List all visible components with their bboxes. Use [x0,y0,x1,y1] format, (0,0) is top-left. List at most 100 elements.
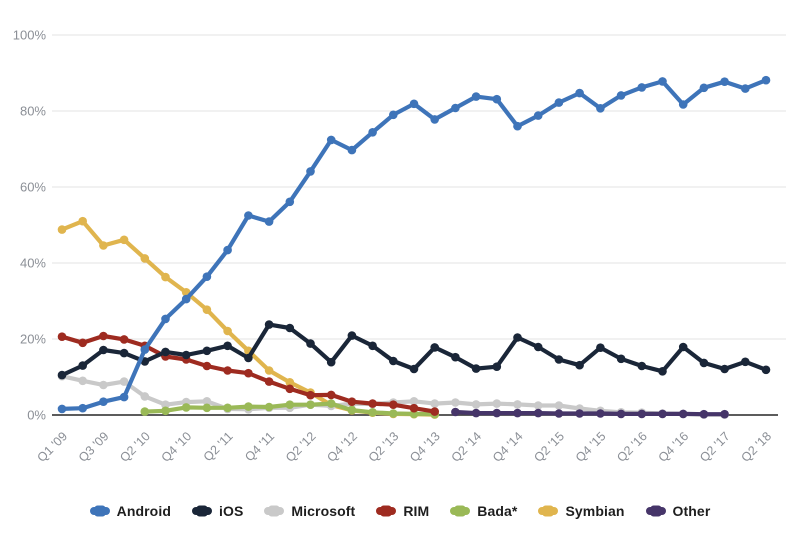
series-point-ios [161,347,170,357]
series-point-android [140,345,150,354]
series-point-android [244,211,253,220]
legend-item-bada: Bada* [450,503,517,519]
series-point-ios [181,350,191,360]
series-point-ios [616,354,626,364]
series-point-ios [471,364,481,373]
x-tick-label: Q2 '11 [201,429,236,464]
legend-label-other: Other [672,503,711,519]
x-tick-label: Q4 '15 [573,429,609,465]
legend-marker-symbian [538,507,559,515]
series-point-ios [513,333,522,342]
series-point-ios [409,364,419,374]
series-point-android [57,404,67,414]
legend-label-android: Android [116,503,171,519]
legend-marker-ios [191,507,212,515]
series-point-symbian [161,272,170,282]
series-point-other [513,408,522,418]
series-point-symbian [99,241,108,250]
series-point-microsoft [430,399,440,408]
series-point-microsoft [161,400,170,410]
series-point-ios [285,323,295,333]
series-point-rim [326,390,336,400]
x-tick-label: Q2 '17 [697,429,733,465]
series-point-bada [264,402,274,412]
series-point-symbian [264,366,274,375]
series-point-ios [347,331,357,340]
series-point-ios [596,343,605,353]
x-tick-label: Q2 '18 [738,429,774,465]
series-point-android [492,94,502,104]
series-point-rim [57,332,67,342]
series-point-bada [140,407,150,416]
series-point-android [409,99,419,109]
series-point-android [430,115,440,124]
series-point-other [637,409,647,419]
y-tick-label: 60% [20,180,46,195]
series-point-android [575,88,584,98]
x-tick-label: Q2 '16 [614,429,650,465]
series-point-microsoft [533,401,543,410]
series-point-ios [741,357,750,367]
legend-item-ios: iOS [191,503,243,519]
x-tick-label: Q2 '10 [117,429,153,465]
series-point-ios [699,358,709,368]
series-point-bada [389,409,398,418]
series-point-ios [78,361,87,370]
series-point-microsoft [119,377,129,386]
x-tick-label: Q2 '12 [283,429,319,465]
x-tick-label: Q2 '13 [366,429,402,465]
series-point-android [471,92,481,101]
x-tick-label: Q2 '15 [531,429,567,465]
series-point-android [658,77,667,86]
series-point-ios [326,357,336,367]
series-point-other [533,408,543,418]
series-point-other [471,408,481,418]
series-point-microsoft [140,392,150,401]
series-point-symbian [78,216,87,226]
series-point-rim [306,390,315,400]
series-point-bada [202,403,212,413]
x-tick-label: Q4 '11 [242,429,277,464]
chart-canvas: 0%20%40%60%80%100%Q1 '09 Q3 '09 Q2 '10 Q4 '… [13,28,786,465]
legend-item-rim: RIM [376,503,429,519]
series-point-microsoft [554,401,564,410]
x-tick-label: Q4 '13 [407,429,443,465]
series-point-bada [181,403,191,412]
legend-marker-microsoft [264,507,285,515]
series-point-ios [202,346,212,356]
series-point-android [368,128,377,137]
legend-item-microsoft: Microsoft [264,503,355,519]
series-point-rim [430,407,440,416]
series-point-microsoft [471,400,481,409]
series-point-ios [761,365,771,375]
series-point-android [699,83,709,93]
series-point-android [513,121,522,131]
series-point-ios [637,361,647,371]
series-point-symbian [285,378,295,387]
series-point-android [596,104,605,113]
series-point-bada [347,405,357,415]
series-point-ios [575,360,584,370]
legend-label-microsoft: Microsoft [291,503,356,519]
series-point-rim [285,384,295,394]
series-point-symbian [57,225,67,234]
series-point-rim [78,338,87,348]
series-point-ios [533,342,543,352]
x-tick-label: Q3 '09 [76,429,112,465]
series-point-android [533,111,543,120]
series-point-symbian [119,235,129,245]
series-point-bada [161,406,170,416]
series-point-other [575,409,584,418]
series-point-ios [368,341,377,351]
series-point-android [616,91,626,100]
series-point-android [78,403,87,413]
series-point-ios [678,342,688,352]
series-point-android [554,98,564,107]
legend-label-rim: RIM [403,503,430,519]
x-tick-label: Q4 '12 [324,429,360,465]
series-point-other [492,408,502,418]
series-point-bada [326,399,336,408]
series-point-ios [119,348,129,358]
series-point-ios [244,353,253,363]
series-point-other [699,409,709,419]
